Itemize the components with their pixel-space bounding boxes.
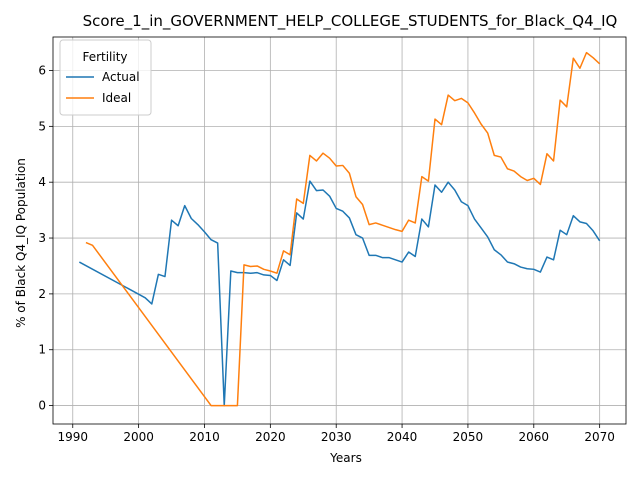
- x-tick-label: 2040: [387, 430, 418, 444]
- x-tick-label: 2020: [255, 430, 286, 444]
- legend: Fertility Actual Ideal: [59, 39, 152, 116]
- series-line-ideal: [85, 51, 601, 407]
- y-tick-label: 1: [38, 343, 46, 357]
- x-tick-label: 2010: [189, 430, 220, 444]
- x-tick-label: 2000: [123, 430, 154, 444]
- y-tick-label: 3: [38, 231, 46, 245]
- x-axis-label: Years: [329, 451, 362, 465]
- x-tick-label: 2050: [453, 430, 484, 444]
- y-axis-label: % of Black Q4_IQ Population: [14, 158, 28, 328]
- y-tick-label: 5: [38, 119, 46, 133]
- y-tick-label: 2: [38, 287, 46, 301]
- x-tick-label: 1990: [57, 430, 88, 444]
- y-tick-label: 0: [38, 399, 46, 413]
- plot-frame: [52, 36, 627, 425]
- axis-ticks: 1990 2000 2010 2020 2030 2040 2050 2060 2070 0 1 2 3…: [38, 64, 615, 444]
- legend-box: [59, 39, 152, 116]
- y-tick-label: 4: [38, 175, 46, 189]
- series-layer: [78, 51, 601, 407]
- legend-label-ideal: Ideal: [102, 91, 131, 105]
- x-tick-label: 2060: [519, 430, 550, 444]
- legend-title: Fertility: [82, 50, 127, 64]
- series-line-actual: [78, 180, 601, 407]
- legend-label-actual: Actual: [102, 70, 140, 84]
- chart-title: Score_1_in_GOVERNMENT_HELP_COLLEGE_STUDE…: [83, 12, 618, 31]
- x-tick-label: 2070: [584, 430, 615, 444]
- y-tick-label: 6: [38, 64, 46, 78]
- x-tick-label: 2030: [321, 430, 352, 444]
